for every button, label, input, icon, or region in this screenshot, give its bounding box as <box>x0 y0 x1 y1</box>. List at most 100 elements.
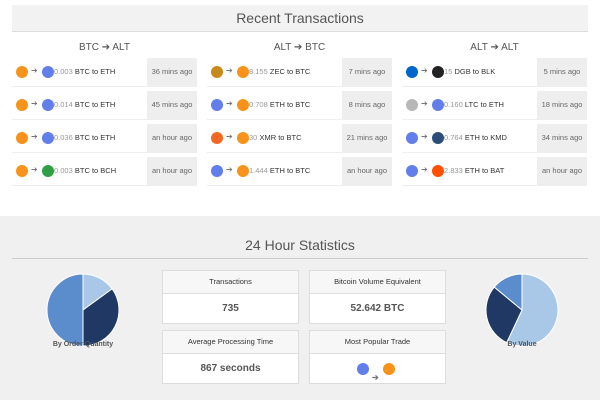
amount: 0.014 <box>54 100 73 109</box>
card-value: 52.642 BTC <box>350 303 405 314</box>
card-value: ➔ <box>310 354 445 384</box>
coin-icon <box>406 66 418 78</box>
transaction-row: ➔ 8.155 ZEC to BTC 7 mins ago <box>207 58 392 87</box>
transaction-row: ➔ 0.764 ETH to KMD 34 mins ago <box>402 124 587 153</box>
coin-icon <box>406 99 418 111</box>
arrow: ➔ <box>372 373 379 382</box>
transaction-text: 0.003 BTC to ETH <box>54 58 115 86</box>
stat-card: Most Popular Trade ➔ <box>309 330 446 384</box>
pair: LTC to ETH <box>464 100 504 109</box>
transaction-text: 15 DGB to BLK <box>444 58 495 86</box>
pie-slice <box>485 286 523 344</box>
pair: ETH to KMD <box>464 133 507 142</box>
coin-icon <box>432 66 444 78</box>
transaction-row: ➔ 30 XMR to BTC 21 mins ago <box>207 124 392 153</box>
section-title: 24 Hour Statistics <box>12 234 588 259</box>
coin-icon <box>42 99 54 111</box>
pair: ETH to BTC <box>269 100 311 109</box>
amount: 15 <box>444 67 453 76</box>
amount: 0.003 <box>54 67 73 76</box>
time: 18 mins ago <box>537 91 587 119</box>
pie-chart <box>46 273 120 347</box>
time: an hour ago <box>147 157 197 185</box>
pie-label: By Order Quantity <box>52 341 114 348</box>
pie-slice <box>46 273 84 347</box>
transaction-text: 0.708 ETH to BTC <box>249 91 310 119</box>
arrow: ➔ <box>421 165 428 174</box>
coin-icon <box>211 165 223 177</box>
arrow: ➔ <box>226 66 233 75</box>
amount: 0.036 <box>54 133 73 142</box>
transaction-text: 2.833 ETH to BAT <box>444 157 504 185</box>
coin-icon <box>383 363 395 375</box>
pair: BTC to ETH <box>74 133 116 142</box>
card-title: Most Popular Trade <box>310 331 445 354</box>
coin-icon <box>237 132 249 144</box>
transaction-row: ➔ 0.003 BTC to ETH 36 mins ago <box>12 58 197 87</box>
card-value: 867 seconds <box>200 363 261 374</box>
arrow: ➔ <box>226 165 233 174</box>
pair: XMR to BTC <box>259 133 302 142</box>
section-title: Recent Transactions <box>12 5 588 32</box>
amount: 0.764 <box>444 133 463 142</box>
pair: BTC to BCH <box>74 166 117 175</box>
coin-icon <box>432 165 444 177</box>
coin-icon <box>211 66 223 78</box>
time: 8 mins ago <box>342 91 392 119</box>
amount: 2.833 <box>444 166 463 175</box>
coin-icon <box>237 66 249 78</box>
card-title: Bitcoin Volume Equivalent <box>310 271 445 294</box>
transaction-row: ➔ 0.708 ETH to BTC 8 mins ago <box>207 91 392 120</box>
coin-icon <box>406 165 418 177</box>
stat-card: Bitcoin Volume Equivalent 52.642 BTC <box>309 270 446 324</box>
transaction-text: 1.444 ETH to BTC <box>249 157 310 185</box>
coin-icon <box>237 99 249 111</box>
pair: ETH to BAT <box>464 166 505 175</box>
column-title: ALT ➔ BTC <box>273 42 326 53</box>
transaction-row: ➔ 0.003 BTC to BCH an hour ago <box>12 157 197 186</box>
time: 7 mins ago <box>342 58 392 86</box>
column-title: ALT ➔ ALT <box>470 42 519 53</box>
coin-icon <box>406 132 418 144</box>
time: 36 mins ago <box>147 58 197 86</box>
coin-icon <box>16 165 28 177</box>
stats-section: 24 Hour Statistics Transactions 735 Bitcoi… <box>0 216 600 400</box>
transaction-row: ➔ 0.036 BTC to ETH an hour ago <box>12 124 197 153</box>
card-value: 735 <box>222 303 239 314</box>
pie-slice <box>82 288 120 347</box>
coin-icon <box>42 165 54 177</box>
coin-icon <box>16 132 28 144</box>
pie-label: By Value <box>507 341 537 348</box>
pie-chart <box>485 273 559 347</box>
coin-icon <box>211 99 223 111</box>
amount: 0.003 <box>54 166 73 175</box>
transaction-row: ➔ 0.160 LTC to ETH 18 mins ago <box>402 91 587 120</box>
pie-slice <box>493 273 523 312</box>
arrow: ➔ <box>31 165 38 174</box>
amount: 8.155 <box>249 67 268 76</box>
arrow: ➔ <box>421 99 428 108</box>
coin-icon <box>42 66 54 78</box>
pie-slice <box>506 273 559 347</box>
transaction-row: ➔ 2.833 ETH to BAT an hour ago <box>402 157 587 186</box>
amount: 0.708 <box>249 100 268 109</box>
arrow: ➔ <box>421 132 428 141</box>
time: 21 mins ago <box>342 124 392 152</box>
transaction-text: 30 XMR to BTC <box>249 124 302 152</box>
pair: BTC to ETH <box>74 67 116 76</box>
arrow: ➔ <box>31 66 38 75</box>
transaction-row: ➔ 15 DGB to BLK 5 mins ago <box>402 58 587 87</box>
card-title: Average Processing Time <box>163 331 298 354</box>
arrow: ➔ <box>421 66 428 75</box>
transaction-text: 0.160 LTC to ETH <box>444 91 504 119</box>
arrow: ➔ <box>226 99 233 108</box>
pair: DGB to BLK <box>454 67 496 76</box>
card-title: Transactions <box>163 271 298 294</box>
coin-icon <box>357 363 369 375</box>
coin-icon <box>16 99 28 111</box>
coin-icon <box>16 66 28 78</box>
pair: ZEC to BTC <box>269 67 311 76</box>
time: an hour ago <box>537 157 587 185</box>
transaction-text: 0.014 BTC to ETH <box>54 91 115 119</box>
